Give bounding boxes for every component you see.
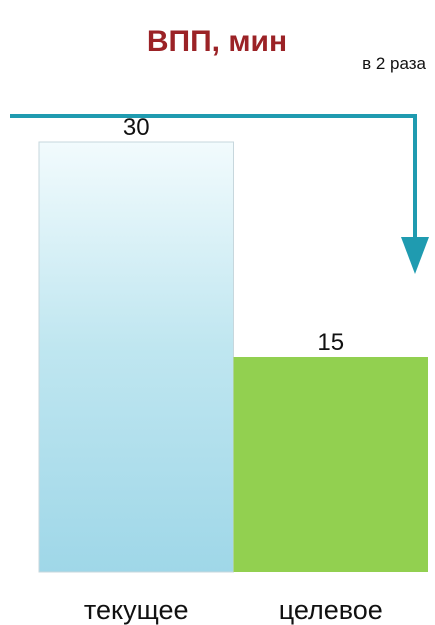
- category-label-current: текущее: [84, 595, 189, 625]
- ratio-annotation: в 2 раза: [362, 54, 426, 73]
- category-labels: текущее целевое: [84, 595, 383, 625]
- target-value-label: 15: [317, 329, 344, 356]
- current-value-bar: [38, 141, 234, 573]
- current-value-label: 30: [123, 114, 150, 141]
- chart-title: ВПП, мин: [147, 25, 287, 58]
- reduction-arrow: [10, 114, 429, 274]
- bars-layer: [38, 141, 428, 573]
- reduction-arrow-head: [401, 237, 429, 274]
- bar-value-labels: 30 15: [123, 114, 344, 356]
- reduction-arrow-line: [10, 114, 417, 247]
- target-value-bar: [233, 357, 428, 572]
- category-label-target: целевое: [279, 595, 383, 625]
